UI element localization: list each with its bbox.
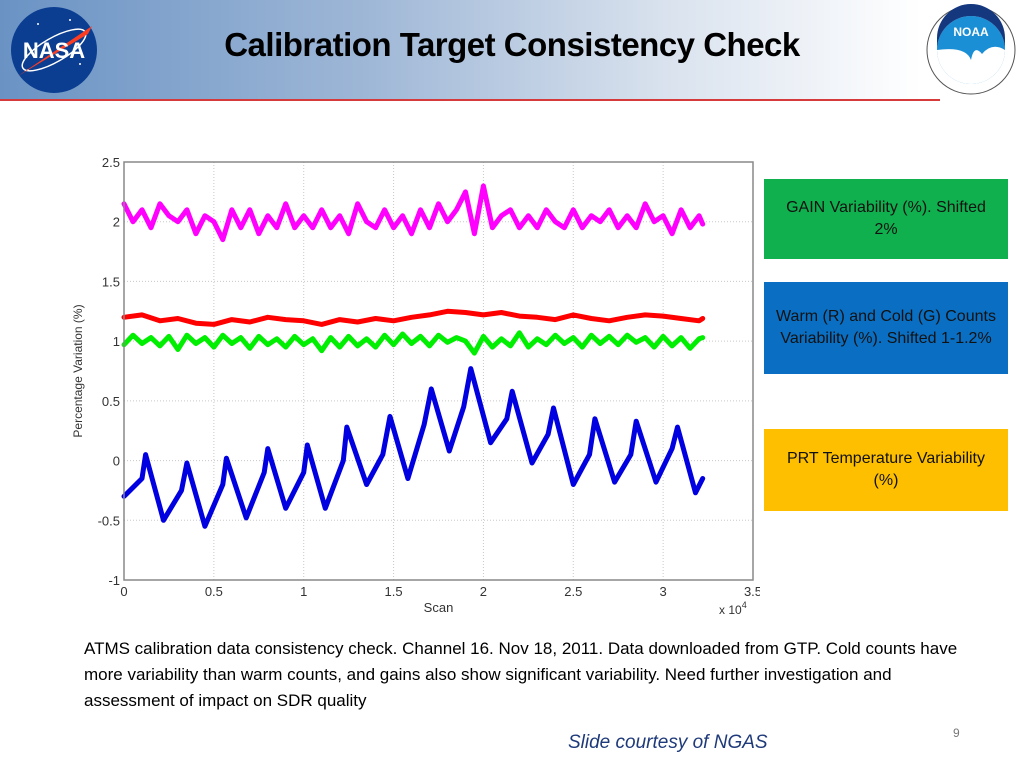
- y-tick-label: 2: [113, 215, 120, 230]
- series-line-0: [121, 183, 706, 243]
- y-axis-label: Percentage Variation (%): [71, 304, 85, 437]
- legend-box-counts: Warm (R) and Cold (G) Counts Variability…: [764, 282, 1008, 374]
- chart-ticks: 0 0.5 1 1.5 2 2.5 3 3.5 -1 -0.5 0 0.5 1 1.5 2 2.5: [98, 155, 760, 599]
- nasa-logo-text: NASA: [23, 38, 85, 63]
- y-tick-label: 2.5: [102, 155, 120, 170]
- chart-grid: [124, 162, 753, 580]
- y-tick-label: 1.5: [102, 274, 120, 289]
- noaa-logo: NOAA: [922, 2, 1020, 98]
- chart: 0 0.5 1 1.5 2 2.5 3 3.5-1-0.500.511.522.5 Scan …: [71, 155, 760, 617]
- chart-series: [121, 183, 706, 529]
- header-divider: [0, 99, 940, 101]
- axes-frame: [123, 161, 754, 581]
- slide-caption: ATMS calibration data consistency check.…: [84, 639, 958, 710]
- x-tick-label: 3.5: [744, 584, 760, 599]
- slide-title: Calibration Target Consistency Check: [224, 26, 800, 63]
- noaa-logo-text: NOAA: [953, 25, 989, 39]
- legend-box-gain: GAIN Variability (%). Shifted 2%: [764, 179, 1008, 259]
- series-line-3: [121, 366, 706, 529]
- nasa-logo: NASA: [11, 7, 97, 93]
- page-number: 9: [953, 726, 960, 740]
- slide-credit: Slide courtesy of NGAS: [568, 732, 768, 753]
- y-tick-label: 0.5: [102, 394, 120, 409]
- y-tick-label: 1: [113, 334, 120, 349]
- x-axis-multiplier: x 104: [719, 600, 747, 617]
- y-tick-label: -1: [108, 573, 120, 588]
- x-tick-label: 2.5: [564, 584, 582, 599]
- y-tick-label: 0: [113, 454, 120, 469]
- x-tick-label: 1: [300, 584, 307, 599]
- x-tick-label: 0.5: [205, 584, 223, 599]
- slide-header: [0, 0, 1024, 99]
- x-axis-label: Scan: [424, 600, 454, 615]
- x-tick-label: 1.5: [385, 584, 403, 599]
- x-tick-label: 2: [480, 584, 487, 599]
- series-line-1: [121, 308, 706, 327]
- x-tick-label: 3: [660, 584, 667, 599]
- series-line-2: [121, 330, 706, 356]
- x-tick-label: 0: [120, 584, 127, 599]
- y-tick-label: -0.5: [98, 513, 120, 528]
- legend-box-prt: PRT Temperature Variability (%): [764, 429, 1008, 511]
